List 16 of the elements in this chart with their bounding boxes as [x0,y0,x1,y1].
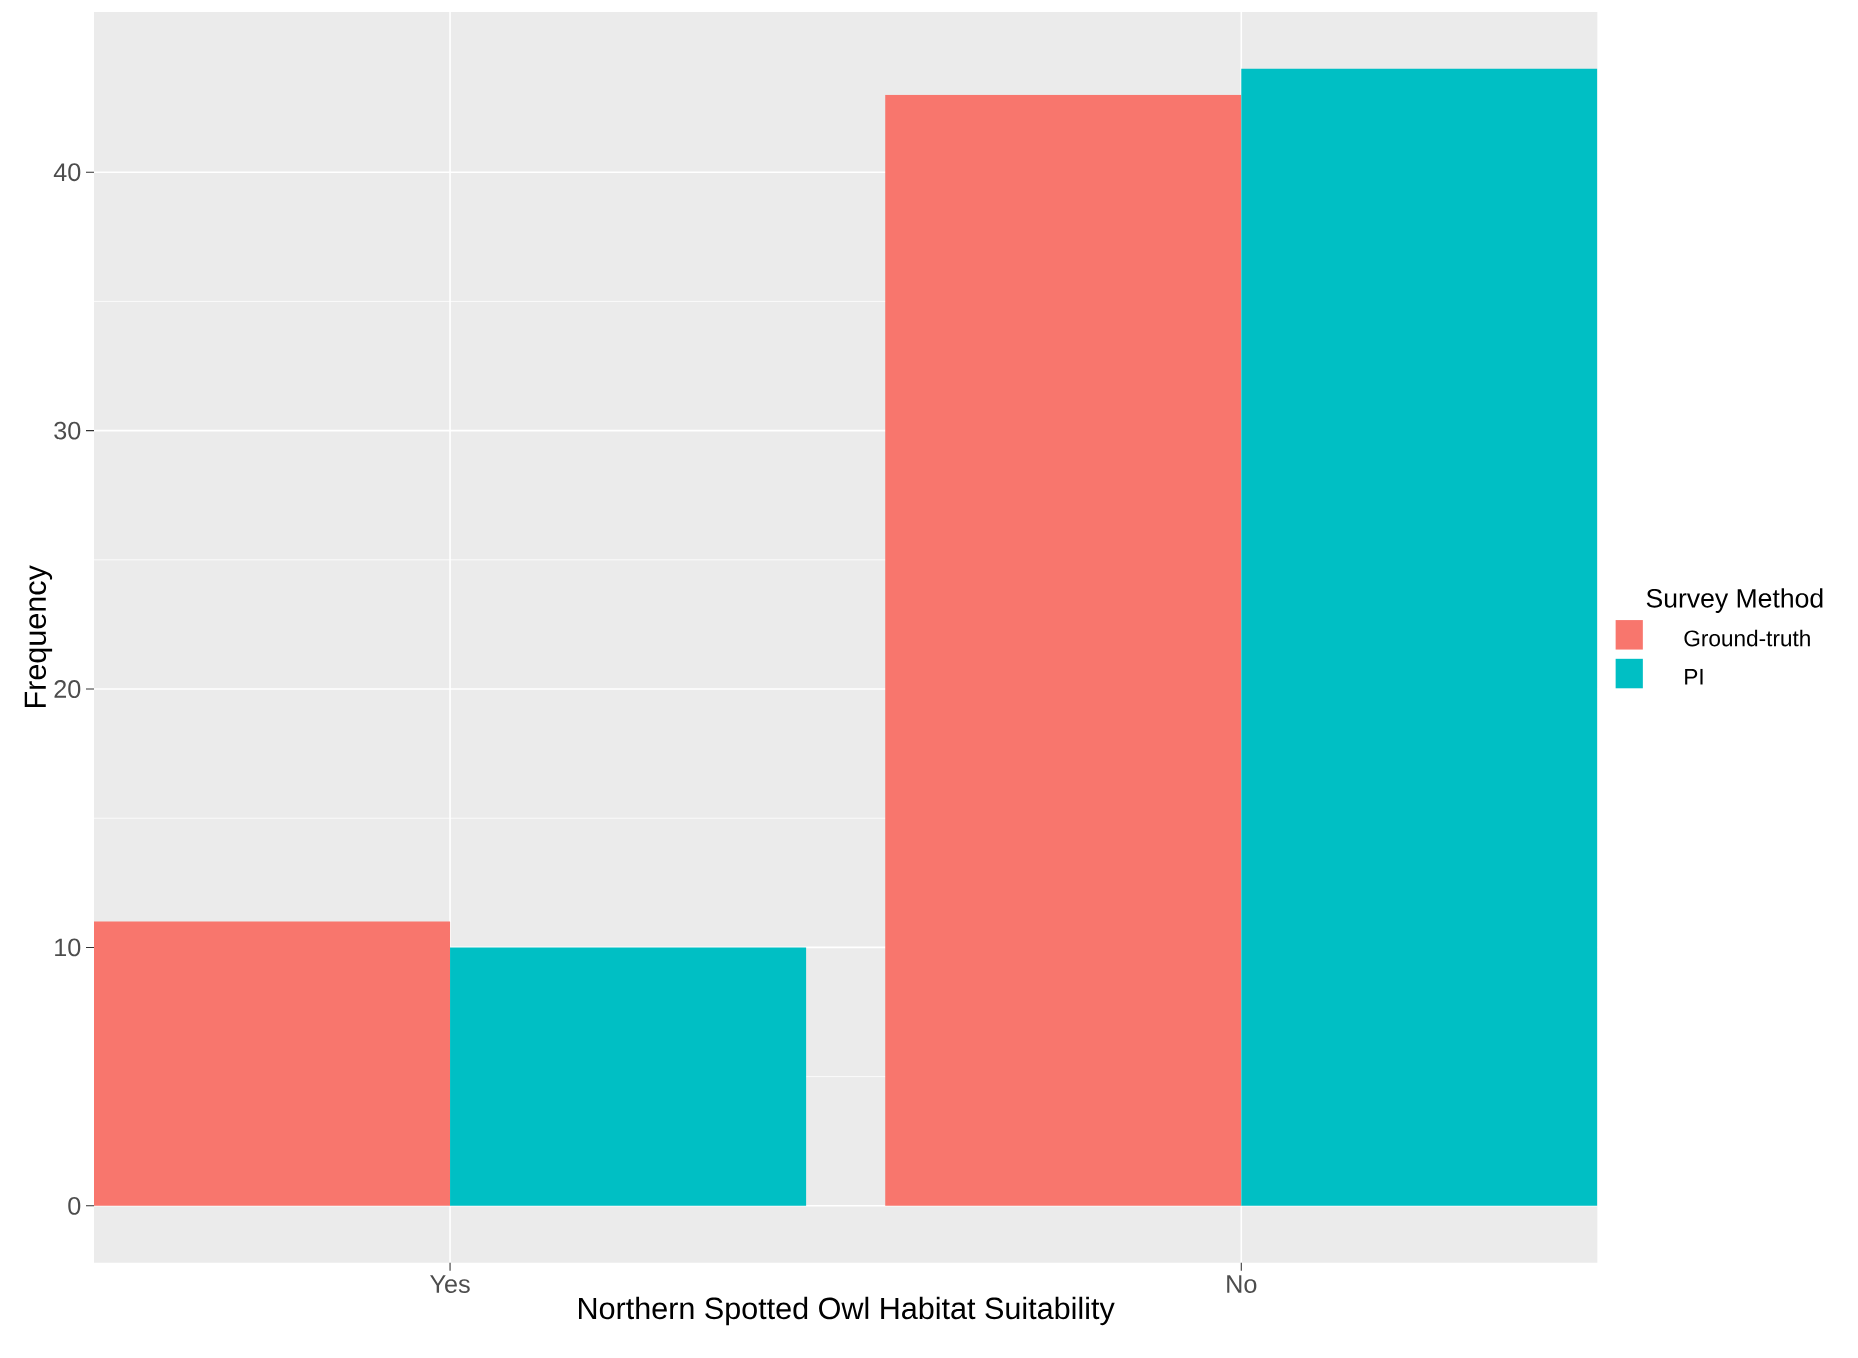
x-tick-label: Yes [430,1275,470,1293]
y-axis-title: Frequency [24,565,53,707]
y-tick-label: 20 [54,680,81,698]
bar [94,921,451,1206]
x-tick-label: No [1227,1275,1257,1293]
bar [885,94,1242,1206]
legend-label: Ground-truth [1684,629,1810,647]
y-tick-label: 10 [55,938,81,957]
bar [450,947,807,1206]
x-axis-title: Northern Spotted Owl Habitat Suitability [579,1296,1115,1326]
y-tick-label: 40 [53,163,81,182]
bar [1241,68,1598,1206]
legend-label: PI [1685,668,1703,685]
legend-title: Survey Method [1646,588,1823,613]
y-tick-label: 0 [68,1196,81,1215]
y-tick-label: 30 [54,421,81,440]
